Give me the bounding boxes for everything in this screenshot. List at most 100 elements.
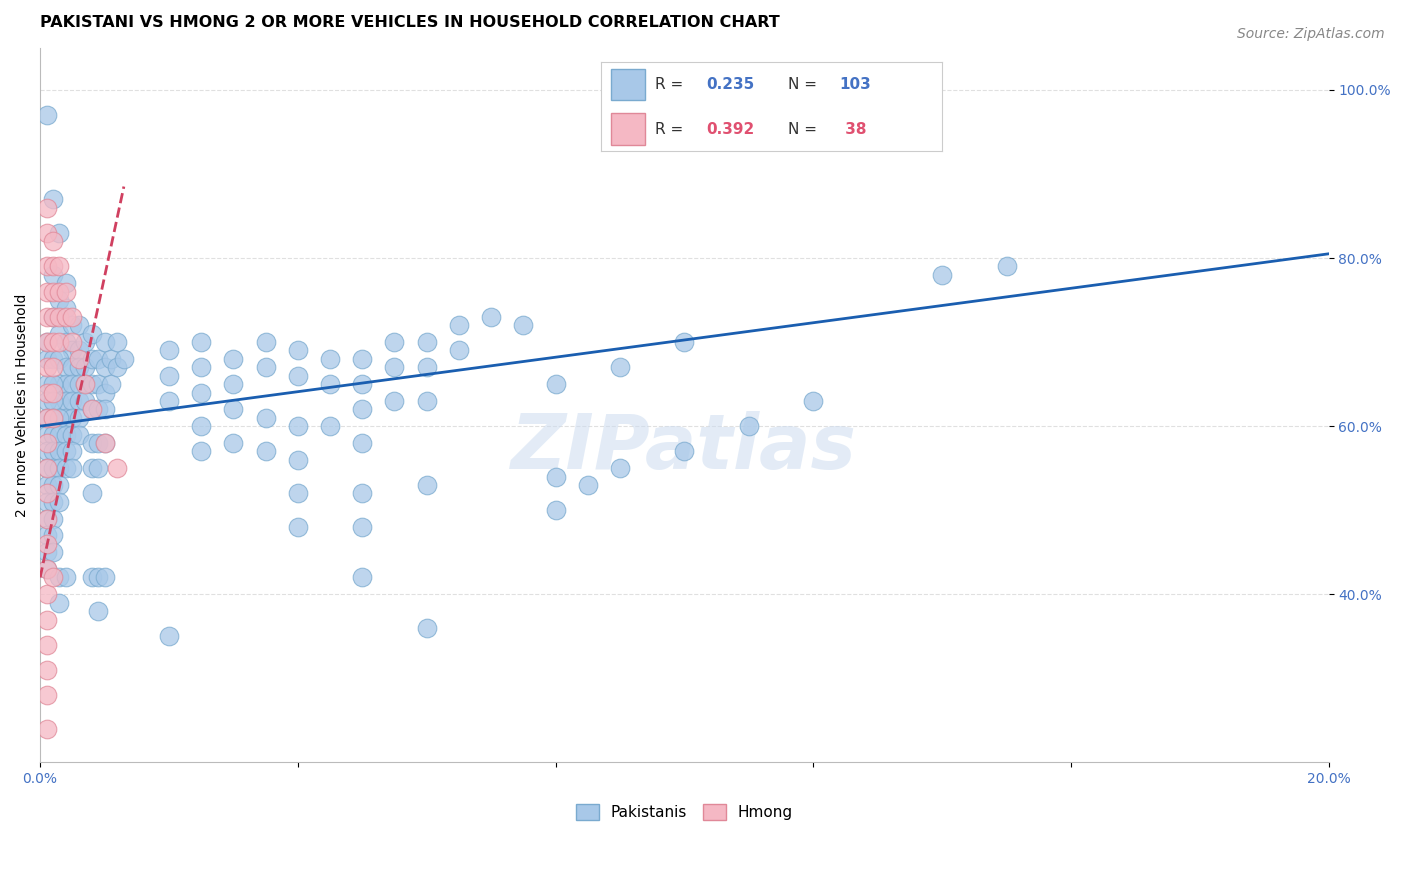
Point <box>42 334 65 349</box>
Point <box>42 351 65 366</box>
Point <box>55 301 77 316</box>
Point <box>35 511 58 525</box>
Point <box>35 461 58 475</box>
Point <box>35 486 58 500</box>
Point <box>35 108 58 122</box>
Point <box>157 343 180 358</box>
Point <box>107 334 129 349</box>
Point <box>42 427 65 442</box>
Point <box>42 234 65 248</box>
Point <box>931 268 953 282</box>
Point <box>55 360 77 375</box>
Point <box>93 385 115 400</box>
Point <box>42 360 65 375</box>
Point <box>67 427 90 442</box>
Point <box>352 377 374 392</box>
Point <box>415 360 437 375</box>
Point <box>254 334 277 349</box>
Point <box>67 410 90 425</box>
Point <box>60 410 83 425</box>
Point <box>319 419 342 434</box>
Point <box>112 351 135 366</box>
Point <box>35 377 58 392</box>
Point <box>35 226 58 240</box>
Point <box>55 285 77 299</box>
Point <box>60 343 83 358</box>
Point <box>60 334 83 349</box>
Point <box>415 393 437 408</box>
Point <box>93 402 115 417</box>
Y-axis label: 2 or more Vehicles in Household: 2 or more Vehicles in Household <box>15 293 30 516</box>
Point <box>48 393 70 408</box>
Point <box>48 351 70 366</box>
Point <box>55 444 77 458</box>
Point <box>48 410 70 425</box>
Point <box>352 351 374 366</box>
Point <box>384 334 406 349</box>
Point <box>87 436 110 450</box>
Point <box>48 310 70 324</box>
Point <box>87 377 110 392</box>
Point <box>55 427 77 442</box>
Point <box>35 260 58 274</box>
Point <box>93 436 115 450</box>
Point <box>35 310 58 324</box>
Point <box>60 427 83 442</box>
Point <box>35 528 58 542</box>
Point <box>35 478 58 492</box>
Point <box>60 377 83 392</box>
Point <box>48 334 70 349</box>
Point <box>35 444 58 458</box>
Point <box>254 360 277 375</box>
Point <box>80 402 103 417</box>
Point <box>60 461 83 475</box>
Point <box>352 436 374 450</box>
Point <box>35 393 58 408</box>
Point <box>42 410 65 425</box>
Point <box>55 334 77 349</box>
Point <box>254 444 277 458</box>
Point <box>48 478 70 492</box>
Point <box>55 570 77 584</box>
Point <box>67 393 90 408</box>
Point <box>55 377 77 392</box>
Point <box>35 334 58 349</box>
Point <box>35 410 58 425</box>
Point <box>352 486 374 500</box>
Point <box>75 334 97 349</box>
Point <box>35 461 58 475</box>
Point <box>222 402 245 417</box>
Point <box>35 537 58 551</box>
Point <box>157 393 180 408</box>
Point <box>319 351 342 366</box>
Point <box>67 351 90 366</box>
Point <box>35 351 58 366</box>
Point <box>48 461 70 475</box>
Point <box>42 528 65 542</box>
Point <box>67 360 90 375</box>
Point <box>42 511 65 525</box>
Point <box>75 377 97 392</box>
Point <box>87 461 110 475</box>
Text: Source: ZipAtlas.com: Source: ZipAtlas.com <box>1237 27 1385 41</box>
Point <box>35 545 58 559</box>
Point <box>87 402 110 417</box>
Point <box>93 360 115 375</box>
Point <box>35 663 58 677</box>
Text: ZIPatlas: ZIPatlas <box>512 411 858 485</box>
Legend: Pakistanis, Hmong: Pakistanis, Hmong <box>569 798 799 826</box>
Point <box>100 377 122 392</box>
Point <box>42 385 65 400</box>
Point <box>75 360 97 375</box>
Point <box>576 478 599 492</box>
Point <box>222 377 245 392</box>
Point <box>42 260 65 274</box>
Point <box>738 419 761 434</box>
Point <box>55 410 77 425</box>
Point <box>75 393 97 408</box>
Point <box>55 277 77 291</box>
Point <box>544 503 567 517</box>
Point <box>80 402 103 417</box>
Point <box>415 621 437 635</box>
Text: PAKISTANI VS HMONG 2 OR MORE VEHICLES IN HOUSEHOLD CORRELATION CHART: PAKISTANI VS HMONG 2 OR MORE VEHICLES IN… <box>41 15 780 30</box>
